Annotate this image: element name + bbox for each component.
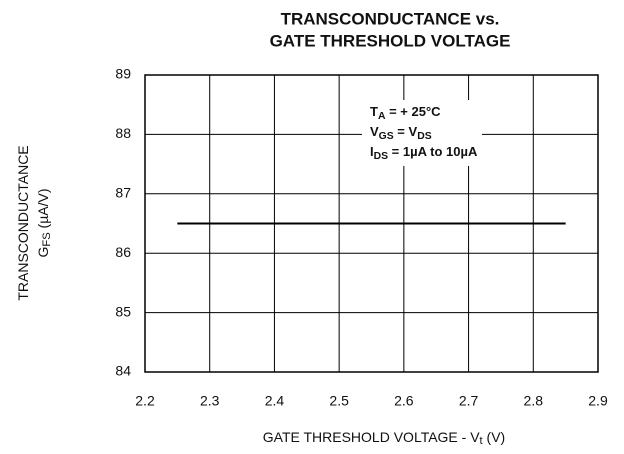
text-part: = 1µA to 10µA <box>388 144 478 159</box>
text-part: G <box>35 247 51 258</box>
subscript: DS <box>417 131 432 142</box>
subscript: A <box>378 111 386 122</box>
text-part: I <box>370 144 374 159</box>
x-axis-label: GATE THRESHOLD VOLTAGE - Vt (V) <box>263 429 505 447</box>
chart-title: GATE THRESHOLD VOLTAGE <box>270 31 511 50</box>
text-part: T <box>370 104 378 119</box>
x-tick-label: 2.4 <box>265 393 285 409</box>
subscript: t <box>480 435 484 447</box>
y-tick-label: 86 <box>115 244 131 260</box>
text-part: = V <box>394 124 418 139</box>
x-tick-label: 2.5 <box>329 393 349 409</box>
chart-title: TRANSCONDUCTANCE vs. <box>281 9 500 28</box>
plot-frame <box>144 74 599 373</box>
y-tick-label: 88 <box>115 125 131 141</box>
x-tick-label: 2.3 <box>200 393 220 409</box>
text-part: (µA/V) <box>35 188 51 232</box>
text-part: V <box>370 124 379 139</box>
annotation: VGS = VDS <box>370 124 432 141</box>
subscript: FS <box>41 232 53 246</box>
y-tick-label: 87 <box>115 185 131 201</box>
text-part: TRANSCONDUCTANCE <box>15 145 31 300</box>
annotation: TA = + 25°C <box>370 104 441 121</box>
x-tick-label: 2.8 <box>524 393 544 409</box>
text-part: (V) <box>483 429 506 445</box>
x-tick-label: 2.2 <box>135 393 155 409</box>
annotation: IDS = 1µA to 10µA <box>370 144 478 161</box>
annotation-box <box>362 100 482 166</box>
x-tick-label: 2.9 <box>588 393 608 409</box>
y-axis-label: GFS (µA/V) <box>35 188 53 257</box>
x-tick-label: 2.7 <box>459 393 479 409</box>
x-tick-label: 2.6 <box>394 393 414 409</box>
y-axis-label: TRANSCONDUCTANCE <box>15 145 31 300</box>
y-tick-label: 84 <box>115 363 131 379</box>
y-tick-label: 85 <box>115 303 131 319</box>
y-tick-label: 89 <box>115 66 131 82</box>
subscript: DS <box>374 151 389 162</box>
text-part: GATE THRESHOLD VOLTAGE - V <box>263 429 480 445</box>
subscript: GS <box>379 131 394 142</box>
text-part: = + 25°C <box>385 104 441 119</box>
